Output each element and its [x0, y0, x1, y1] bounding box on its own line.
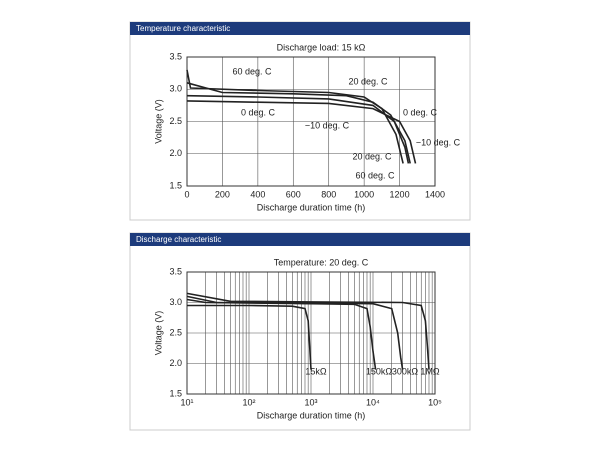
x-tick-label: 800: [321, 189, 336, 199]
x-tick-label: 10¹: [180, 397, 193, 407]
series-label: 0 deg. C: [403, 107, 438, 117]
x-tick-label: 10⁵: [428, 397, 442, 407]
series-line: [186, 292, 430, 370]
series-label: 20 deg. C: [348, 76, 388, 86]
y-tick-label: 2.5: [169, 327, 182, 337]
series-label: 150kΩ: [366, 366, 393, 376]
x-tick-label: 400: [250, 189, 265, 199]
series-label: 60 deg. C: [355, 170, 395, 180]
series-label: −10 deg. C: [305, 120, 350, 130]
y-tick-label: 1.5: [169, 388, 182, 398]
series-label: −10 deg. C: [416, 137, 461, 147]
x-tick-label: 1000: [354, 189, 374, 199]
x-tick-label: 1400: [425, 189, 445, 199]
y-axis-label: Voltage (V): [153, 99, 163, 144]
y-tick-label: 3.0: [169, 297, 182, 307]
series-label: 15kΩ: [305, 366, 327, 376]
x-axis-label: Discharge duration time (h): [257, 410, 366, 420]
series-label: 60 deg. C: [232, 66, 272, 76]
series-line: [186, 100, 417, 164]
panel-header-text: Temperature characteristic: [136, 24, 230, 33]
chart-title: Temperature: 20 deg. C: [274, 257, 369, 267]
x-tick-label: 10³: [304, 397, 317, 407]
series-line: [186, 295, 404, 370]
x-tick-label: 10⁴: [366, 397, 380, 407]
y-tick-label: 3.5: [169, 51, 182, 61]
y-tick-label: 3.0: [169, 84, 182, 94]
x-tick-label: 1200: [390, 189, 410, 199]
y-axis-label: Voltage (V): [153, 311, 163, 356]
y-tick-label: 3.5: [169, 266, 182, 276]
y-tick-label: 2.5: [169, 116, 182, 126]
series-label: 0 deg. C: [241, 107, 276, 117]
x-tick-label: 0: [184, 189, 189, 199]
x-tick-label: 600: [286, 189, 301, 199]
series-line: [186, 82, 411, 164]
panel-header: [130, 233, 470, 246]
series-line: [186, 298, 377, 370]
x-tick-label: 200: [215, 189, 230, 199]
x-tick-label: 10²: [242, 397, 255, 407]
series-line: [186, 69, 404, 164]
y-tick-label: 1.5: [169, 180, 182, 190]
chart-title: Discharge load: 15 kΩ: [277, 42, 366, 52]
plot-frame: [186, 56, 436, 187]
panel-header: [130, 22, 470, 35]
y-tick-label: 2.0: [169, 358, 182, 368]
series-line: [186, 94, 410, 164]
panel-header-text: Discharge characteristic: [136, 235, 221, 244]
y-tick-label: 2.0: [169, 148, 182, 158]
series-label: 1MΩ: [420, 366, 440, 376]
plot-frame: [186, 271, 436, 395]
series-label: 300kΩ: [392, 366, 419, 376]
x-axis-label: Discharge duration time (h): [257, 202, 366, 212]
series-line: [187, 304, 312, 370]
series-label: 20 deg. C: [352, 151, 392, 161]
